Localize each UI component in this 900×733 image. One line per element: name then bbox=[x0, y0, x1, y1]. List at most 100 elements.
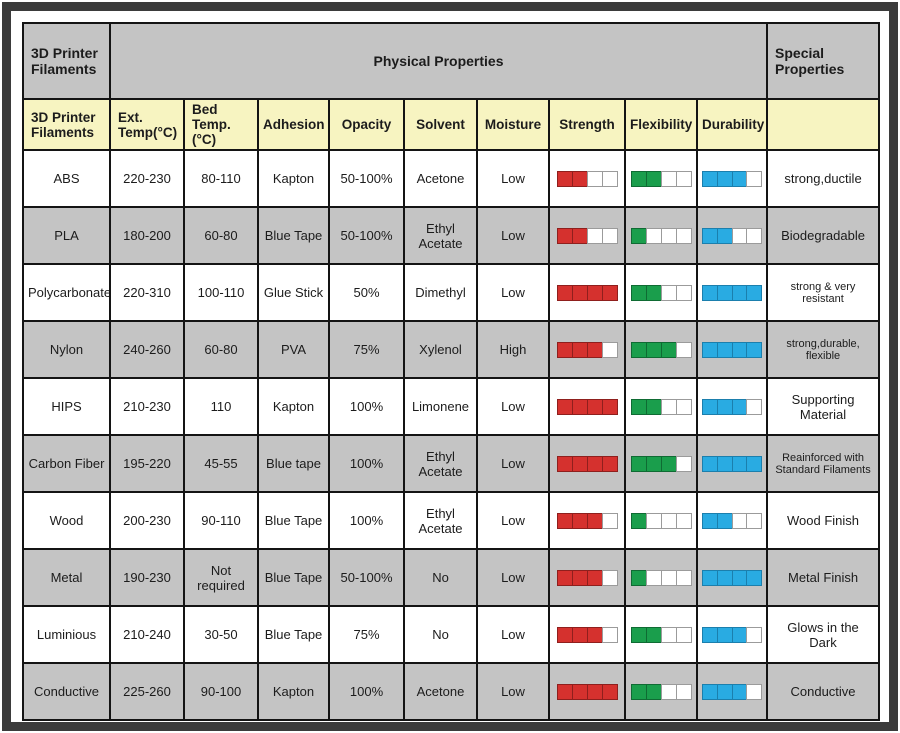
durability-segment-empty bbox=[746, 626, 763, 643]
flexibility-segment-filled bbox=[630, 341, 647, 358]
cell-filament-name: Polycarbonate bbox=[22, 263, 111, 322]
cell-strength-rating bbox=[548, 377, 626, 436]
durability-bar bbox=[702, 626, 763, 643]
strength-segment-empty bbox=[586, 227, 603, 244]
cell-bed-temp: 45-55 bbox=[183, 434, 259, 493]
strength-bar bbox=[554, 398, 620, 415]
flexibility-segment-empty bbox=[675, 455, 692, 472]
table-row: ABS 220-230 80-110 Kapton 50-100% Aceton… bbox=[22, 149, 881, 208]
durability-segment-empty bbox=[746, 683, 763, 700]
flexibility-segment-empty bbox=[675, 569, 692, 586]
cell-ext-temp: 210-230 bbox=[109, 377, 185, 436]
cell-solvent: Acetone bbox=[403, 149, 478, 208]
col-header-strength: Strength bbox=[548, 98, 626, 151]
col-header-adhesion: Adhesion bbox=[257, 98, 330, 151]
strength-bar bbox=[554, 170, 620, 187]
durability-segment-filled bbox=[746, 455, 763, 472]
cell-adhesion: Blue Tape bbox=[257, 605, 330, 664]
cell-solvent: No bbox=[403, 548, 478, 607]
strength-segment-filled bbox=[556, 683, 573, 700]
cell-filament-name: Luminious bbox=[22, 605, 111, 664]
strength-segment-empty bbox=[601, 626, 618, 643]
strength-segment-filled bbox=[586, 683, 603, 700]
cell-opacity: 75% bbox=[328, 605, 405, 664]
cell-special-property: strong & very resistant bbox=[766, 263, 881, 322]
strength-segment-filled bbox=[556, 626, 573, 643]
strength-bar bbox=[554, 284, 620, 301]
cell-bed-temp: 60-80 bbox=[183, 206, 259, 265]
cell-opacity: 75% bbox=[328, 320, 405, 379]
cell-flexibility-rating bbox=[624, 377, 698, 436]
strength-segment-filled bbox=[556, 284, 573, 301]
strength-segment-empty bbox=[586, 170, 603, 187]
cell-filament-name: Metal bbox=[22, 548, 111, 607]
cell-durability-rating bbox=[695, 662, 769, 721]
durability-bar bbox=[702, 512, 763, 529]
table-row: PLA 180-200 60-80 Blue Tape 50-100% Ethy… bbox=[22, 206, 881, 265]
durability-segment-filled bbox=[731, 626, 748, 643]
header-row-columns: 3D Printer Filaments Ext. Temp(°C) Bed T… bbox=[22, 98, 881, 151]
durability-segment-empty bbox=[731, 227, 748, 244]
strength-segment-filled bbox=[556, 398, 573, 415]
col-header-filaments: 3D Printer Filaments bbox=[22, 98, 111, 151]
flexibility-segment-empty bbox=[675, 170, 692, 187]
strength-segment-filled bbox=[571, 170, 588, 187]
strength-segment-filled bbox=[571, 284, 588, 301]
strength-segment-filled bbox=[586, 455, 603, 472]
cell-strength-rating bbox=[548, 434, 626, 493]
strength-segment-filled bbox=[601, 284, 618, 301]
cell-opacity: 100% bbox=[328, 491, 405, 550]
flexibility-segment-empty bbox=[645, 227, 662, 244]
durability-segment-filled bbox=[702, 683, 718, 700]
flexibility-segment-empty bbox=[660, 170, 677, 187]
cell-special-property: strong,ductile bbox=[766, 149, 881, 208]
durability-segment-filled bbox=[702, 455, 718, 472]
cell-filament-name: ABS bbox=[22, 149, 111, 208]
flexibility-segment-filled bbox=[645, 626, 662, 643]
durability-segment-filled bbox=[716, 398, 733, 415]
cell-special-property: Conductive bbox=[766, 662, 881, 721]
cell-special-property: Supporting Material bbox=[766, 377, 881, 436]
durability-segment-filled bbox=[716, 455, 733, 472]
cell-durability-rating bbox=[695, 206, 769, 265]
flexibility-segment-filled bbox=[630, 398, 647, 415]
cell-special-property: Metal Finish bbox=[766, 548, 881, 607]
durability-segment-filled bbox=[702, 569, 718, 586]
strength-segment-empty bbox=[601, 512, 618, 529]
flexibility-segment-filled bbox=[660, 455, 677, 472]
cell-adhesion: Blue Tape bbox=[257, 548, 330, 607]
strength-bar bbox=[554, 683, 620, 700]
durability-bar bbox=[702, 398, 763, 415]
durability-segment-filled bbox=[746, 341, 763, 358]
flexibility-segment-empty bbox=[645, 569, 662, 586]
strength-segment-filled bbox=[571, 683, 588, 700]
strength-segment-filled bbox=[571, 626, 588, 643]
flexibility-segment-empty bbox=[675, 284, 692, 301]
flexibility-segment-empty bbox=[660, 398, 677, 415]
strength-bar bbox=[554, 227, 620, 244]
strength-segment-filled bbox=[571, 512, 588, 529]
col-header-moisture: Moisture bbox=[476, 98, 550, 151]
strength-segment-filled bbox=[586, 398, 603, 415]
cell-solvent: No bbox=[403, 605, 478, 664]
strength-bar bbox=[554, 512, 620, 529]
cell-flexibility-rating bbox=[624, 491, 698, 550]
flexibility-bar bbox=[630, 683, 692, 700]
strength-segment-filled bbox=[571, 227, 588, 244]
durability-segment-filled bbox=[731, 284, 748, 301]
strength-segment-filled bbox=[556, 455, 573, 472]
cell-solvent: Ethyl Acetate bbox=[403, 491, 478, 550]
col-header-special-empty bbox=[766, 98, 881, 151]
strength-segment-filled bbox=[601, 683, 618, 700]
cell-solvent: Xylenol bbox=[403, 320, 478, 379]
header-special-properties: Special Properties bbox=[766, 22, 881, 100]
strength-segment-filled bbox=[571, 569, 588, 586]
flexibility-segment-filled bbox=[645, 455, 662, 472]
durability-segment-filled bbox=[746, 284, 763, 301]
cell-opacity: 50% bbox=[328, 263, 405, 322]
cell-ext-temp: 220-310 bbox=[109, 263, 185, 322]
cell-strength-rating bbox=[548, 548, 626, 607]
durability-segment-empty bbox=[746, 227, 763, 244]
durability-segment-empty bbox=[746, 398, 763, 415]
cell-filament-name: HIPS bbox=[22, 377, 111, 436]
